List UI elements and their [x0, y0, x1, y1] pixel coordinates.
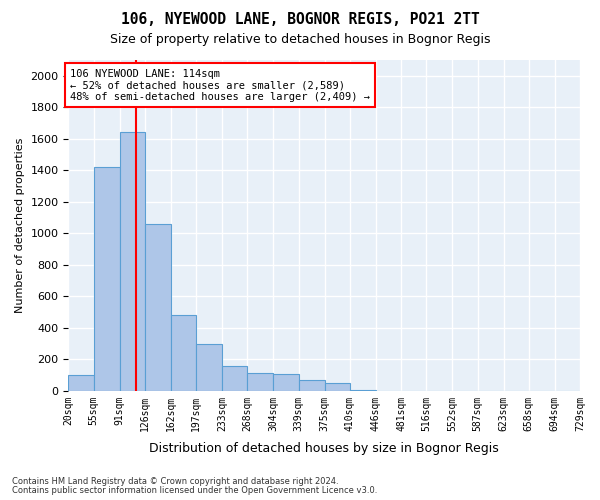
Text: 106, NYEWOOD LANE, BOGNOR REGIS, PO21 2TT: 106, NYEWOOD LANE, BOGNOR REGIS, PO21 2T… [121, 12, 479, 28]
Bar [350, 390, 376, 391]
Bar [171, 315, 196, 391]
Bar [94, 167, 119, 391]
Bar [145, 224, 171, 391]
Bar [196, 344, 222, 391]
Bar [299, 380, 325, 391]
Y-axis label: Number of detached properties: Number of detached properties [15, 138, 25, 313]
Text: 106 NYEWOOD LANE: 114sqm
← 52% of detached houses are smaller (2,589)
48% of sem: 106 NYEWOOD LANE: 114sqm ← 52% of detach… [70, 68, 370, 102]
Text: Contains public sector information licensed under the Open Government Licence v3: Contains public sector information licen… [12, 486, 377, 495]
Bar [325, 383, 350, 391]
Bar [247, 374, 274, 391]
Text: Contains HM Land Registry data © Crown copyright and database right 2024.: Contains HM Land Registry data © Crown c… [12, 477, 338, 486]
Bar [222, 366, 247, 391]
X-axis label: Distribution of detached houses by size in Bognor Regis: Distribution of detached houses by size … [149, 442, 499, 455]
Bar [119, 132, 145, 391]
Bar [68, 375, 94, 391]
Bar [274, 374, 299, 391]
Text: Size of property relative to detached houses in Bognor Regis: Size of property relative to detached ho… [110, 32, 490, 46]
